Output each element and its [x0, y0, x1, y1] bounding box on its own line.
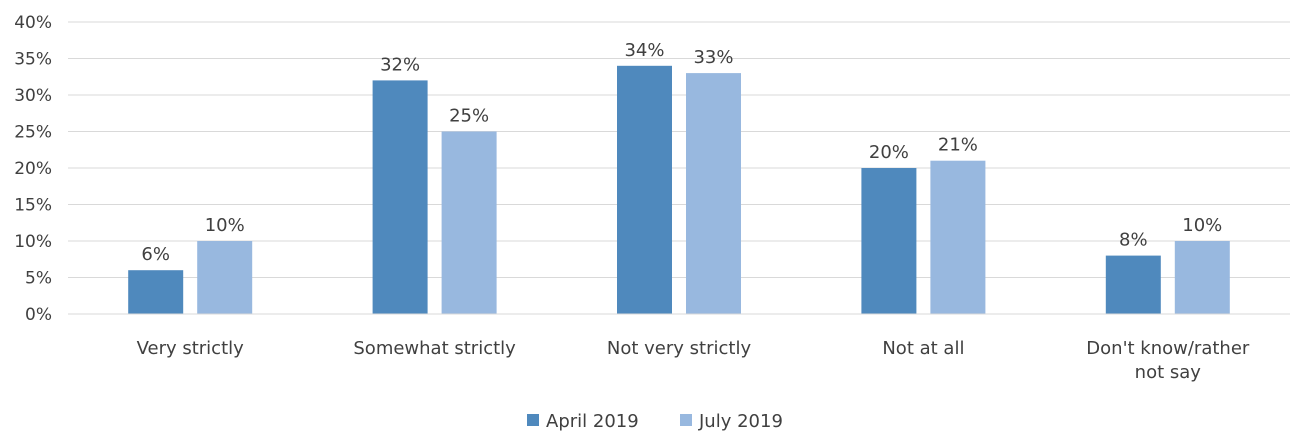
y-tick-label: 40%: [14, 13, 52, 33]
category-label: Very strictly: [137, 338, 245, 359]
bar-april: [861, 168, 917, 314]
legend-label: July 2019: [698, 411, 783, 432]
bar-april: [617, 65, 672, 314]
data-label: 32%: [380, 54, 420, 75]
y-tick-label: 5%: [25, 269, 52, 289]
y-tick-label: 30%: [14, 86, 52, 106]
data-label: 10%: [205, 215, 245, 236]
data-label: 10%: [1182, 215, 1222, 236]
y-tick-label: 15%: [14, 196, 52, 216]
data-label: 21%: [938, 135, 978, 156]
data-label: 6%: [141, 244, 170, 265]
category-label: Don't know/rather: [1086, 338, 1250, 359]
category-label: not say: [1135, 362, 1202, 383]
bar-april: [1105, 255, 1161, 314]
bar-july: [686, 73, 741, 314]
bar-july: [441, 131, 497, 314]
y-tick-label: 10%: [14, 232, 52, 252]
legend-swatch: [680, 414, 692, 426]
y-tick-label: 25%: [14, 123, 52, 143]
bar-april: [372, 80, 428, 315]
bar-july: [1174, 241, 1230, 314]
data-label: 25%: [449, 106, 489, 127]
data-label: 8%: [1119, 230, 1148, 251]
data-label: 34%: [624, 40, 664, 61]
category-label: Not at all: [882, 338, 964, 359]
bar-july: [930, 160, 986, 314]
y-tick-label: 20%: [14, 159, 52, 179]
y-tick-label: 0%: [25, 305, 52, 325]
data-label: 20%: [869, 142, 909, 163]
category-label: Not very strictly: [607, 338, 752, 359]
legend-swatch: [527, 414, 539, 426]
bar-april: [128, 270, 184, 314]
category-label: Somewhat strictly: [353, 338, 516, 359]
legend-label: April 2019: [546, 411, 639, 432]
bar-july: [197, 241, 253, 314]
y-tick-label: 35%: [14, 50, 52, 70]
data-label: 33%: [693, 47, 733, 68]
